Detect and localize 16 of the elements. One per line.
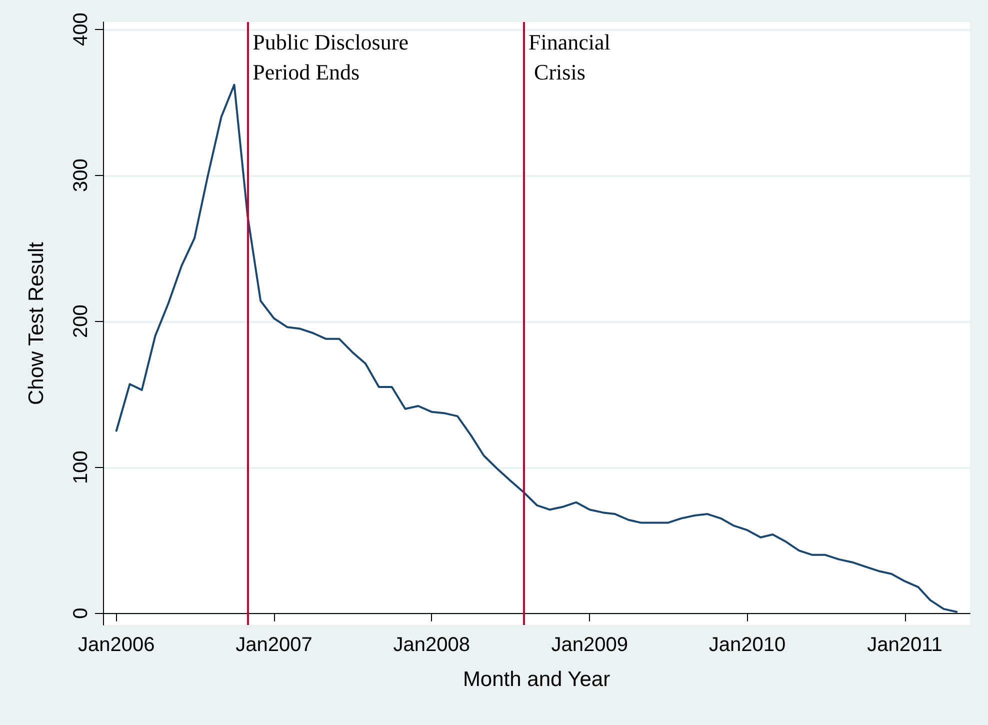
y-axis-title: Chow Test Result (25, 242, 48, 406)
x-tick-label: Jan2008 (393, 634, 470, 656)
ref-line-label: Financial Crisis (528, 30, 610, 84)
x-tick-label: Jan2011 (867, 634, 942, 656)
x-tick-label: Jan2006 (78, 634, 155, 656)
x-axis-title: Month and Year (462, 668, 610, 691)
ref-line-label: Public Disclosure Period Ends (252, 30, 408, 84)
y-tick-label: 400 (70, 12, 92, 46)
y-tick-label: 100 (70, 450, 92, 484)
y-tick-label: 300 (70, 158, 92, 192)
y-tick-label: 0 (70, 608, 92, 619)
x-tick-label: Jan2010 (708, 634, 786, 656)
x-tick-label: Jan2009 (551, 634, 628, 656)
x-tick-label: Jan2007 (236, 634, 312, 656)
line-series (115, 84, 958, 613)
y-tick-label: 200 (70, 304, 92, 338)
